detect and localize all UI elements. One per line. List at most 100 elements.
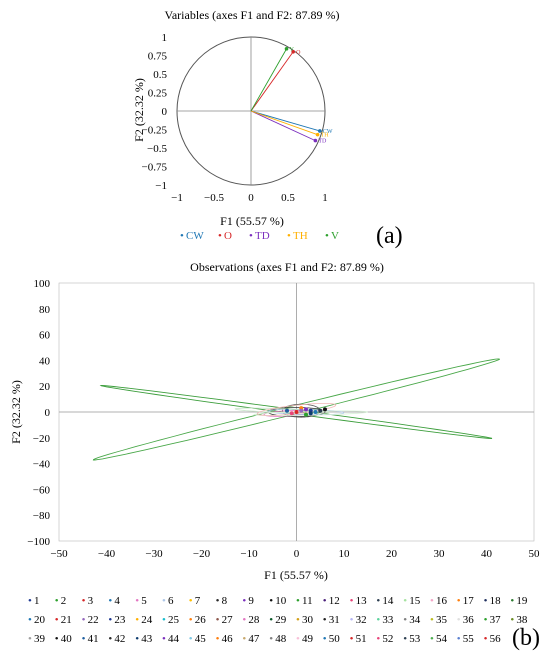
panel-b-x-tick-label: −20 <box>193 548 211 560</box>
legend-marker-45: • <box>189 633 193 645</box>
legend-marker-th: • <box>287 230 291 242</box>
legend-marker-48: • <box>269 633 273 645</box>
legend-marker-38: • <box>510 614 514 626</box>
legend-label-o: O <box>224 230 232 242</box>
panel-b-y-tick-label: −20 <box>33 433 51 445</box>
legend-label-21: 21 <box>61 614 72 626</box>
legend-marker-53: • <box>403 633 407 645</box>
vector-point-o <box>291 50 295 54</box>
legend-label-13: 13 <box>356 595 368 607</box>
panel-b-y-tick-label: 80 <box>39 304 51 316</box>
panel-b-x-tick-label: 50 <box>529 548 541 560</box>
legend-marker-37: • <box>484 614 488 626</box>
panel-a-y-tick-label: −1 <box>155 180 167 192</box>
vector-label-o: O <box>296 50 301 56</box>
legend-marker-21: • <box>55 614 59 626</box>
panel-b-x-tick-label: −50 <box>50 548 68 560</box>
panel-b-x-tick-label: 30 <box>434 548 446 560</box>
legend-marker-46: • <box>216 633 220 645</box>
panel-a-x-tick-label: 0.5 <box>281 192 295 204</box>
legend-marker-52: • <box>376 633 380 645</box>
legend-marker-17: • <box>457 595 461 607</box>
legend-marker-43: • <box>135 633 139 645</box>
observation-point <box>323 407 327 412</box>
panel-a-legend: • CW • O • TD • TH • V <box>180 230 339 242</box>
panel-a-y-tick-label: −0.25 <box>142 125 168 137</box>
legend-label-36: 36 <box>463 614 475 626</box>
legend-marker-9: • <box>242 595 246 607</box>
panel-b-x-tick-label: 40 <box>481 548 493 560</box>
legend-label-33: 33 <box>382 614 394 626</box>
legend-marker-3: • <box>82 595 86 607</box>
panel-a-y-tick-label: 0.25 <box>148 88 168 100</box>
legend-label-35: 35 <box>436 614 448 626</box>
legend-label-12: 12 <box>329 595 340 607</box>
panel-b-x-tick-label: 0 <box>294 548 300 560</box>
legend-marker-v: • <box>325 230 329 242</box>
legend-label-51: 51 <box>356 633 367 645</box>
panel-b-x-tick-label: −40 <box>98 548 116 560</box>
panel-a-y-tick-label: −0.75 <box>142 162 168 174</box>
observation-point <box>304 407 308 412</box>
panel-b-y-tick-label: −60 <box>33 484 51 496</box>
legend-label-24: 24 <box>141 614 153 626</box>
legend-marker-47: • <box>242 633 246 645</box>
panel-b-y-tick-label: 20 <box>39 381 51 393</box>
legend-label-14: 14 <box>382 595 394 607</box>
panel-b-x-tick-label: −10 <box>240 548 258 560</box>
legend-marker-31: • <box>323 614 327 626</box>
legend-label-48: 48 <box>275 633 287 645</box>
legend-label-6: 6 <box>168 595 174 607</box>
legend-marker-20: • <box>28 614 32 626</box>
legend-marker-19: • <box>510 595 514 607</box>
panel-b-x-tick-label: −30 <box>145 548 163 560</box>
legend-label-27: 27 <box>222 614 234 626</box>
legend-marker-16: • <box>430 595 434 607</box>
legend-marker-55: • <box>457 633 461 645</box>
legend-marker-29: • <box>269 614 273 626</box>
legend-marker-25: • <box>162 614 166 626</box>
legend-label-45: 45 <box>195 633 207 645</box>
legend-label-17: 17 <box>463 595 475 607</box>
panel-a-label: (a) <box>376 223 403 249</box>
legend-marker-1: • <box>28 595 32 607</box>
panel-b-legend: • 1 • 2 • 3 • 4 • 5 • 6 • 7 • 8 • 9 • 10 • 11 • 12 • 13 • 14 • 15 • 16 •… <box>28 595 528 645</box>
observation-point <box>304 412 308 417</box>
legend-label-5: 5 <box>141 595 147 607</box>
vector-label-v: V <box>290 47 295 53</box>
legend-marker-6: • <box>162 595 166 607</box>
legend-label-52: 52 <box>382 633 393 645</box>
legend-marker-10: • <box>269 595 273 607</box>
legend-label-55: 55 <box>463 633 475 645</box>
legend-label-cw: CW <box>186 230 204 242</box>
legend-label-8: 8 <box>222 595 228 607</box>
panel-a-title: Variables (axes F1 and F2: 87.89 %) <box>165 8 340 22</box>
legend-marker-2: • <box>55 595 59 607</box>
vector-label-cw: CW <box>323 129 333 135</box>
legend-label-23: 23 <box>114 614 126 626</box>
legend-label-th: TH <box>293 230 308 242</box>
panel-b-y-tick-label: 0 <box>45 407 51 419</box>
legend-label-22: 22 <box>88 614 99 626</box>
legend-label-41: 41 <box>88 633 99 645</box>
panel-a-y-tick-label: 0.5 <box>153 69 167 81</box>
legend-marker-42: • <box>108 633 112 645</box>
legend-label-31: 31 <box>329 614 340 626</box>
panel-a-y-tick-label: 0.75 <box>148 51 168 63</box>
panel-a-x-ticks: −1 −0.5 0 0.5 1 <box>171 192 328 204</box>
legend-label-16: 16 <box>436 595 448 607</box>
observation-point <box>299 408 304 413</box>
legend-label-37: 37 <box>490 614 502 626</box>
panel-b-x-axis-label: F1 (55.57 %) <box>264 568 328 582</box>
legend-label-49: 49 <box>302 633 314 645</box>
vector-label-th: TH <box>321 133 330 139</box>
panel-a: Variables (axes F1 and F2: 87.89 %) 1 0.7… <box>132 8 403 249</box>
vector-point-th <box>315 132 320 137</box>
panel-a-y-tick-label: −0.5 <box>147 143 167 155</box>
legend-marker-51: • <box>350 633 354 645</box>
confidence-ellipse <box>253 410 368 417</box>
legend-marker-56: • <box>484 633 488 645</box>
legend-marker-49: • <box>296 633 300 645</box>
